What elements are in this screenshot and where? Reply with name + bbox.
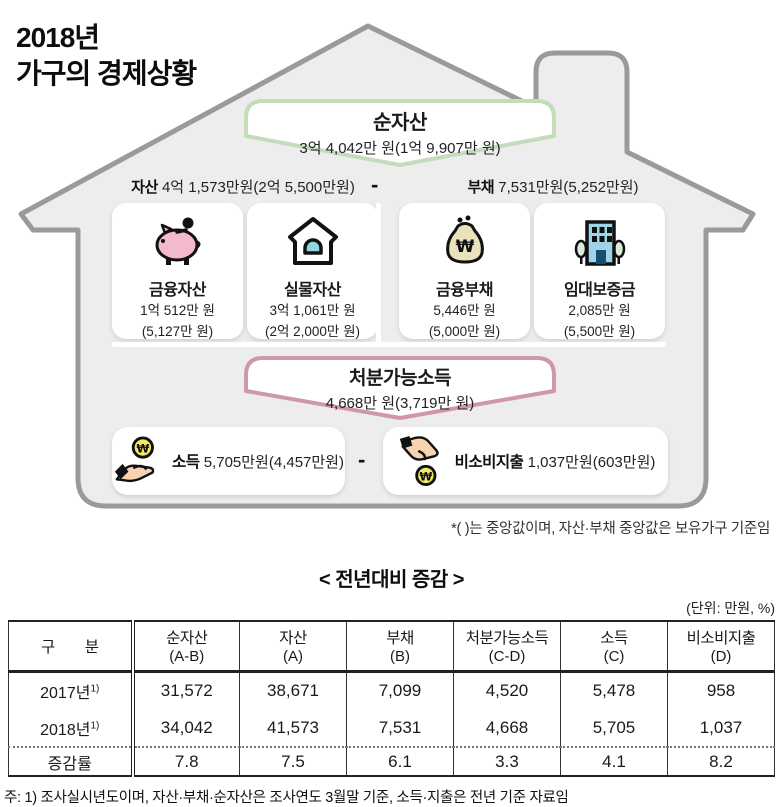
disposable-income-banner-shape xyxy=(244,356,556,420)
card-label: 임대보증금 xyxy=(563,282,636,299)
cell: 38,671 xyxy=(239,671,347,709)
net-assets-banner-shape xyxy=(244,99,556,167)
expense-label: 비소비지출 xyxy=(454,454,524,471)
table-row-2017: 2017년1) 31,572 38,671 7,099 4,520 5,478 … xyxy=(9,671,775,709)
piggy-bank-icon xyxy=(155,217,200,265)
median-footnote: *( )는 중앙값이며, 자산·부채 중앙값은 보유가구 기준임 xyxy=(451,521,770,537)
cell: 34,042 xyxy=(130,709,240,747)
table-row-rate: 증감률 7.8 7.5 6.1 3.3 4.1 8.2 xyxy=(8,747,775,776)
card-value-median: (5,500만 원) xyxy=(563,323,636,339)
card-value-median: (2억 2,000만 원) xyxy=(264,323,361,339)
col-header-net-assets: 순자산 (A-B) xyxy=(130,621,240,671)
cell: 1,037 xyxy=(667,709,775,747)
income-value: 5,705만원(4,457만원) xyxy=(203,454,344,471)
hand-drop-coin-icon: ₩ xyxy=(399,435,439,487)
net-assets-value: 3억 4,042만 원(1억 9,907만 원) xyxy=(299,140,501,157)
household-economy-infographic: 2018년 가구의 경제상황 순자산 3억 4,042만 원(1억 9,907만… xyxy=(16,20,770,537)
card-value-mean: 2,085만 원 xyxy=(568,303,631,318)
card-value-median: (5,000만 원) xyxy=(428,323,501,339)
card-value-mean: 3억 1,061만 원 xyxy=(269,303,356,318)
card-label: 실물자산 xyxy=(284,282,341,299)
hand-coin-icon: ₩ xyxy=(114,436,155,483)
cell: 958 xyxy=(667,671,775,709)
cell: 7.5 xyxy=(239,747,347,776)
table-header-row: 구 분 순자산 (A-B) 자산 (A) 부채 (B) 처분가능소득 (C-D) xyxy=(8,621,775,671)
yoy-table: 구 분 순자산 (A-B) 자산 (A) 부채 (B) 처분가능소득 (C-D) xyxy=(8,620,775,777)
liabilities-summary-line: 부채 7,531만원(5,252만원) xyxy=(403,176,703,197)
minus-sign-income: - xyxy=(358,447,366,472)
table-title: < 전년대비 증감 > xyxy=(319,569,464,591)
expense-text: 비소비지출 1,037만원(603만원) xyxy=(455,450,656,472)
cell: 5,478 xyxy=(560,671,668,709)
col-header-income: 소득 (C) xyxy=(560,621,668,671)
disposable-income-value: 4,668만 원(3,719만 원) xyxy=(325,395,475,412)
svg-text:₩: ₩ xyxy=(455,237,474,257)
cell: 41,573 xyxy=(239,709,347,747)
card-financial-liabilities: ₩ 금융부채 5,446만 원 (5,000만 원) xyxy=(399,203,530,339)
page-title-line2: 가구의 경제상황 xyxy=(16,58,197,90)
svg-text:₩: ₩ xyxy=(419,469,432,483)
house-icon xyxy=(287,217,338,265)
page-title-line1: 2018년 xyxy=(16,22,100,53)
card-value-median: (5,127만 원) xyxy=(141,323,214,339)
card-value-mean: 5,446만 원 xyxy=(433,303,496,318)
svg-text:₩: ₩ xyxy=(136,441,149,455)
cell: 7,099 xyxy=(346,671,454,709)
col-header-assets: 자산 (A) xyxy=(239,621,347,671)
col-header-liabilities: 부채 (B) xyxy=(346,621,454,671)
cell: 4,668 xyxy=(453,709,561,747)
income-card: ₩ 소득 5,705만원(4,457만원) xyxy=(112,427,345,495)
expense-value: 1,037만원(603만원) xyxy=(527,454,656,471)
footnote-marker: 1) xyxy=(90,720,100,732)
assets-summary-line: 자산 4억 1,573만원(2억 5,500만원) xyxy=(93,176,393,197)
col-header-expense: 비소비지출 (D) xyxy=(667,621,775,671)
table-unit-label: (단위: 만원, %) xyxy=(686,600,775,616)
assets-label: 자산 xyxy=(131,179,158,196)
table-footnote: 주: 1) 조사실시년도이며, 자산·부채·순자산은 조사연도 3월말 기준, … xyxy=(4,790,569,806)
liabilities-label: 부채 xyxy=(467,179,495,196)
col-header-disposable-income: 처분가능소득 (C-D) xyxy=(453,621,561,671)
net-assets-label: 순자산 xyxy=(373,112,427,134)
col-header-gubun: 구 분 xyxy=(40,638,99,656)
card-value-mean: 1억 512만 원 xyxy=(140,303,215,318)
cell: 8.2 xyxy=(667,747,775,776)
cell: 31,572 xyxy=(130,671,240,709)
horizontal-divider xyxy=(112,342,666,347)
table-row-2018: 2018년1) 34,042 41,573 7,531 4,668 5,705 … xyxy=(9,709,775,747)
card-rental-deposit: 임대보증금 2,085만 원 (5,500만 원) xyxy=(534,203,665,339)
card-financial-assets: 금융자산 1억 512만 원 (5,127만 원) xyxy=(112,203,243,339)
house-shape xyxy=(18,23,756,509)
disposable-income-banner: 처분가능소득 4,668만 원(3,719만 원) xyxy=(244,356,556,422)
cell: 5,705 xyxy=(560,709,668,747)
cell: 3.3 xyxy=(453,747,561,776)
row-label-rate: 증감률 xyxy=(47,755,92,773)
card-real-assets: 실물자산 3억 1,061만 원 (2억 2,000만 원) xyxy=(247,203,378,339)
minus-sign-assets: - xyxy=(371,172,379,197)
income-label: 소득 xyxy=(172,454,200,471)
card-label: 금융자산 xyxy=(149,282,206,299)
disposable-income-label: 처분가능소득 xyxy=(349,368,451,389)
footnote-marker: 1) xyxy=(90,683,100,695)
liabilities-value: 7,531만원(5,252만원) xyxy=(498,179,639,196)
money-bag-icon: ₩ xyxy=(445,215,484,264)
income-text: 소득 5,705만원(4,457만원) xyxy=(172,450,344,472)
cell: 4,520 xyxy=(453,671,561,709)
row-label-2018: 2018년1) xyxy=(40,720,100,739)
cell: 6.1 xyxy=(346,747,454,776)
assets-value: 4억 1,573만원(2억 5,500만원) xyxy=(161,179,355,196)
cell: 4.1 xyxy=(560,747,668,776)
row-label-2017: 2017년1) xyxy=(40,683,100,702)
cell: 7,531 xyxy=(346,709,454,747)
card-label: 금융부채 xyxy=(436,282,493,299)
page-title: 2018년 가구의 경제상황 xyxy=(16,20,197,93)
building-icon xyxy=(574,220,625,266)
expense-card: ₩ 비소비지출 1,037만원(603만원) xyxy=(383,427,668,495)
net-assets-banner: 순자산 3억 4,042만 원(1억 9,907만 원) xyxy=(244,99,556,169)
yoy-section: < 전년대비 증감 > (단위: 만원, %) 구 분 순자산 (A-B) 자산… xyxy=(0,556,783,807)
vertical-divider xyxy=(376,203,381,344)
cell: 7.8 xyxy=(130,747,240,776)
